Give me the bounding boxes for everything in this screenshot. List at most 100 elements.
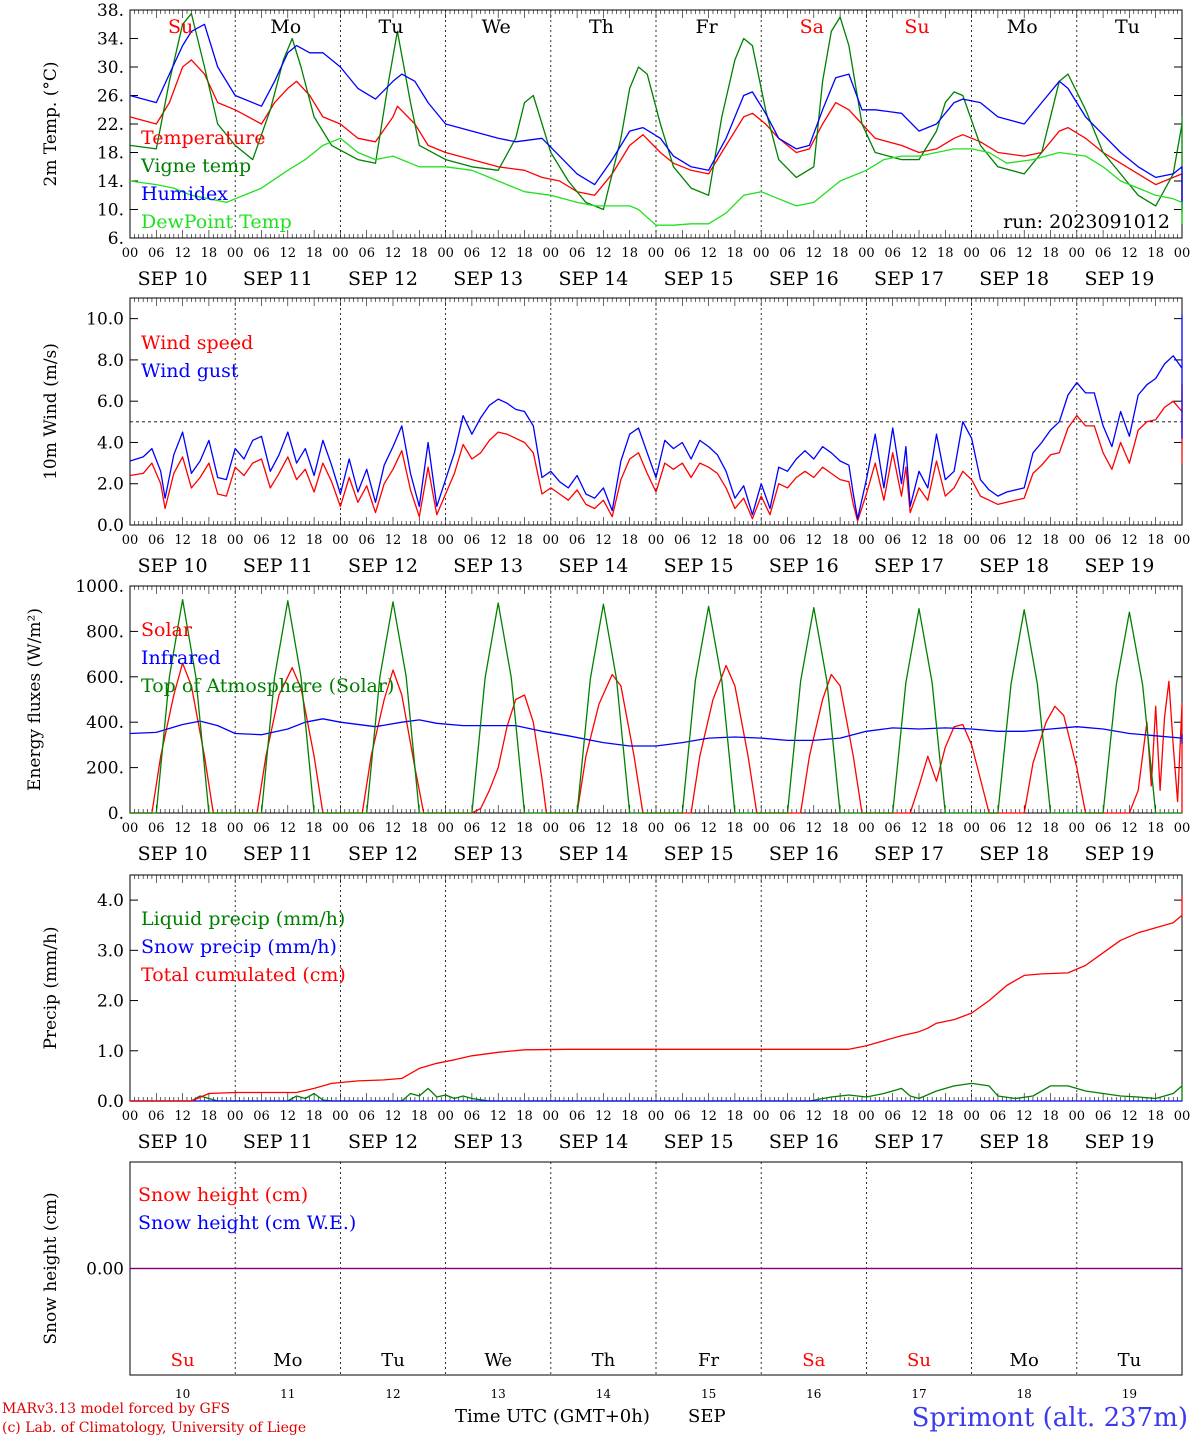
legend-entry: Infrared [141, 647, 221, 669]
hour-tick-label: 06 [358, 821, 375, 836]
legend-entry: Wind speed [141, 332, 253, 354]
hour-tick-label: 06 [253, 821, 270, 836]
hour-tick-label: 12 [1121, 246, 1138, 261]
weekday-label-top: Su [904, 16, 929, 38]
hour-tick-label: 00 [1174, 533, 1191, 548]
hour-tick-label: 00 [1069, 821, 1086, 836]
hour-tick-label: 18 [1147, 246, 1164, 261]
hour-tick-label: 12 [385, 821, 402, 836]
legend-entry: Snow precip (mm/h) [141, 936, 337, 958]
hour-tick-label: 12 [174, 1109, 191, 1124]
hour-tick-label: 12 [385, 1109, 402, 1124]
hour-tick-label: 00 [858, 246, 875, 261]
day-number-label: 18 [1017, 1387, 1032, 1401]
hour-tick-label: 12 [174, 821, 191, 836]
legend-entry: Solar [141, 619, 193, 641]
hour-tick-label: 18 [621, 821, 638, 836]
hour-tick-label: 18 [1042, 533, 1059, 548]
hour-tick-label: 06 [358, 246, 375, 261]
date-label: SEP 15 [664, 843, 734, 865]
y-tick-label: 10.0 [86, 310, 124, 330]
hour-tick-label: 12 [1016, 1109, 1033, 1124]
hour-tick-label: 00 [122, 821, 139, 836]
hour-tick-label: 06 [674, 246, 691, 261]
hour-tick-label: 18 [516, 533, 533, 548]
hour-tick-label: 06 [990, 533, 1007, 548]
hour-tick-label: 12 [911, 821, 928, 836]
hour-tick-label: 06 [1095, 1109, 1112, 1124]
hour-tick-label: 12 [911, 246, 928, 261]
date-label: SEP 17 [874, 268, 944, 290]
hour-tick-label: 18 [306, 821, 323, 836]
hour-tick-label: 12 [595, 1109, 612, 1124]
hour-tick-label: 00 [858, 533, 875, 548]
date-label: SEP 18 [979, 555, 1049, 577]
hour-tick-label: 06 [569, 246, 586, 261]
series-line-1-2 [129, 12, 1183, 224]
hour-tick-label: 12 [490, 533, 507, 548]
hour-tick-label: 18 [201, 1109, 218, 1124]
hour-tick-label: 00 [753, 821, 770, 836]
panel-4 [129, 874, 1183, 1102]
hour-tick-label: 00 [1174, 821, 1191, 836]
hour-tick-label: 00 [753, 246, 770, 261]
y-tick-label: 0.00 [86, 1260, 124, 1280]
y-tick-label: 1000. [75, 577, 124, 597]
hour-tick-label: 12 [385, 533, 402, 548]
y-tick-label: 0.0 [97, 1092, 124, 1112]
hour-tick-label: 12 [280, 821, 297, 836]
hour-tick-label: 00 [753, 1109, 770, 1124]
hour-tick-label: 18 [306, 1109, 323, 1124]
date-label: SEP 10 [138, 843, 208, 865]
date-label: SEP 13 [453, 268, 523, 290]
date-label: SEP 11 [243, 843, 313, 865]
hour-tick-label: 18 [621, 1109, 638, 1124]
legend-entry: Wind gust [141, 360, 239, 382]
date-label: SEP 17 [874, 843, 944, 865]
weekday-label-bottom: We [484, 1350, 512, 1371]
legend-entry: Snow height (cm W.E.) [138, 1212, 356, 1234]
hour-tick-label: 06 [1095, 821, 1112, 836]
hour-tick-label: 00 [122, 246, 139, 261]
hour-tick-label: 18 [1042, 1109, 1059, 1124]
hour-tick-label: 18 [1042, 821, 1059, 836]
hour-tick-label: 00 [122, 1109, 139, 1124]
hour-tick-label: 06 [990, 821, 1007, 836]
hour-tick-label: 12 [1121, 821, 1138, 836]
weekday-label-bottom: Fr [698, 1350, 719, 1371]
y-tick-label: 22. [97, 115, 124, 135]
hour-tick-label: 18 [201, 246, 218, 261]
hour-tick-label: 18 [411, 821, 428, 836]
legend-entry: Liquid precip (mm/h) [141, 908, 345, 930]
date-label: SEP 13 [453, 555, 523, 577]
run-label: run: 2023091012 [1003, 211, 1170, 233]
series-line-2-1 [129, 384, 1183, 522]
hour-tick-label: 18 [937, 1109, 954, 1124]
panel-2 [129, 297, 1183, 526]
hour-tick-label: 18 [411, 533, 428, 548]
hour-tick-label: 06 [148, 1109, 165, 1124]
hour-tick-label: 12 [911, 533, 928, 548]
hour-tick-label: 12 [806, 1109, 823, 1124]
hour-tick-label: 06 [779, 246, 796, 261]
hour-tick-label: 00 [858, 1109, 875, 1124]
weekday-label-bottom: Su [907, 1350, 931, 1371]
hour-tick-label: 06 [253, 533, 270, 548]
hour-tick-label: 06 [990, 1109, 1007, 1124]
hour-tick-label: 18 [1042, 246, 1059, 261]
y-tick-label: 34. [97, 30, 124, 50]
hour-tick-label: 12 [174, 533, 191, 548]
weekday-label-top: Th [589, 16, 614, 38]
y-tick-label: 14. [97, 172, 124, 192]
hour-tick-label: 12 [280, 246, 297, 261]
hour-tick-label: 00 [1174, 246, 1191, 261]
series-line-3-1 [130, 662, 1183, 814]
day-number-label: 19 [1122, 1387, 1137, 1401]
weekday-label-bottom: Sa [802, 1350, 825, 1371]
date-label: SEP 15 [664, 1131, 734, 1153]
y-tick-label: 38. [97, 1, 124, 21]
hour-tick-label: 06 [569, 1109, 586, 1124]
hour-tick-label: 18 [832, 1109, 849, 1124]
hour-tick-label: 18 [937, 246, 954, 261]
station-name: Sprimont (alt. 237m) [911, 1403, 1188, 1433]
